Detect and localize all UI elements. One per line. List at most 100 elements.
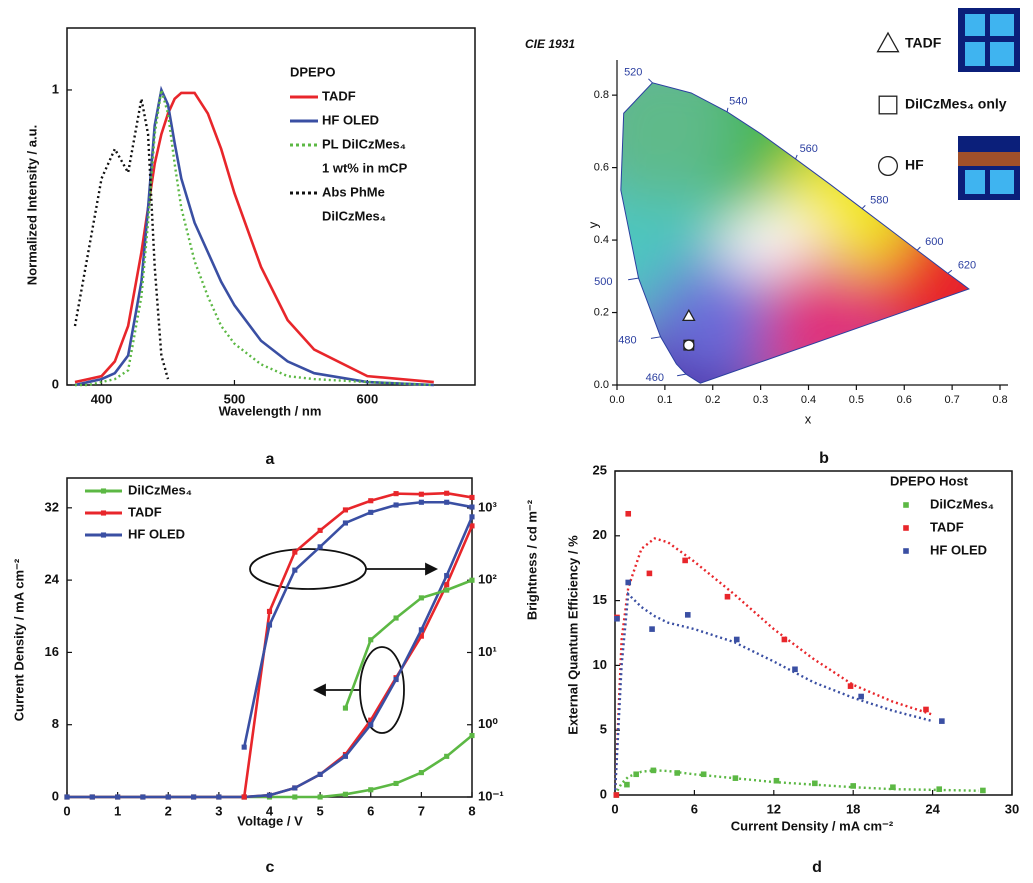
- legend-label: DiICzMes₄ only: [905, 96, 1007, 112]
- fit-line: [613, 769, 979, 796]
- plot-frame: [66, 27, 476, 386]
- legend-title: DPEPO Host: [890, 473, 969, 488]
- point: [469, 577, 475, 583]
- plot-frame: [614, 470, 1013, 796]
- point: [649, 626, 655, 632]
- point: [613, 792, 620, 798]
- point: [241, 794, 247, 800]
- annotation: [249, 548, 439, 734]
- panel-label: b: [819, 450, 829, 467]
- point: [368, 717, 374, 723]
- legend-label: TADF: [905, 35, 942, 51]
- y-tick-label: 5: [600, 722, 607, 737]
- point: [684, 612, 691, 618]
- wavelength-tick: [628, 277, 639, 281]
- point: [368, 722, 374, 728]
- legend-label: TADF: [322, 88, 356, 103]
- y-tick-label: 1: [52, 81, 59, 96]
- point: [317, 771, 323, 777]
- legend-marker: [100, 488, 107, 494]
- x-axis-label: x: [805, 411, 812, 426]
- series-line: [67, 525, 474, 799]
- point: [646, 570, 653, 577]
- point: [812, 780, 818, 787]
- wavelength-label: 600: [925, 236, 943, 248]
- legend-marker: [903, 502, 909, 508]
- point: [469, 494, 475, 500]
- series-line: [242, 500, 473, 748]
- point: [939, 718, 945, 724]
- y2-axis-label: Brightness / cd m⁻²: [524, 499, 539, 620]
- device-photo: [958, 136, 1020, 200]
- series-line: [74, 89, 434, 387]
- panel-label: c: [266, 859, 275, 876]
- panel: 0 1 2 3 4 5 6 7 8 0 8 16 24 32 10⁻¹ 10⁰ 10¹ 10² 10³ Voltage…: [11, 477, 539, 876]
- legend-marker: [903, 548, 909, 554]
- point: [850, 783, 856, 789]
- panel-label: a: [266, 451, 275, 468]
- y-axis-label: Normalized Intensity / a.u.: [24, 125, 39, 285]
- x-axis-label: Voltage / V: [237, 813, 303, 828]
- legend-label: HF OLED: [930, 542, 987, 557]
- legend-marker: [903, 525, 909, 531]
- point: [444, 582, 450, 588]
- legend-marker: [878, 95, 898, 115]
- point: [773, 777, 780, 784]
- point: [317, 794, 323, 800]
- point: [650, 767, 657, 774]
- point: [292, 567, 298, 573]
- point: [923, 706, 929, 713]
- fit-line: [613, 537, 933, 796]
- panel: 400 500 600 0 1 Wavelength / nm Normalized Int…: [24, 27, 476, 468]
- legend-label: HF OLED: [128, 526, 185, 541]
- y-tick-label: 0: [52, 376, 59, 391]
- point: [64, 794, 70, 800]
- x-tick-label: 6: [367, 803, 374, 818]
- y-tick-label: 0: [52, 788, 59, 803]
- y2-tick-label: 10³: [478, 499, 497, 514]
- point: [342, 791, 348, 797]
- x-tick-label: 500: [224, 391, 246, 406]
- point: [317, 544, 323, 550]
- x-tick-label: 6: [691, 801, 698, 816]
- y2-tick-label: 10¹: [478, 644, 497, 659]
- point: [781, 636, 788, 643]
- wavelength-tick: [677, 373, 687, 377]
- cie-color: [620, 82, 741, 205]
- point: [342, 705, 348, 711]
- x-axis-label: Current Density / mA cm⁻²: [731, 818, 894, 833]
- point: [624, 781, 630, 788]
- wavelength-tick: [795, 154, 798, 160]
- wavelength-tick: [650, 336, 661, 339]
- x-axis-label: Wavelength / nm: [219, 403, 322, 418]
- x-tick-label: 12: [767, 801, 781, 816]
- legend-label: TADF: [128, 504, 162, 519]
- point: [633, 771, 639, 778]
- point: [393, 491, 399, 497]
- point: [469, 504, 475, 510]
- legend-label: DiICzMes₄: [322, 208, 386, 223]
- wavelength-label: 560: [800, 143, 818, 155]
- x-tick-label: 0.6: [897, 394, 912, 406]
- y-tick-label: 0.8: [594, 89, 609, 101]
- x-tick-label: 24: [925, 801, 940, 816]
- point: [393, 780, 399, 787]
- legend-marker: [100, 532, 107, 538]
- legend-marker: [876, 31, 900, 53]
- point: [682, 557, 688, 564]
- point: [292, 794, 298, 800]
- y-tick-label: 20: [593, 527, 607, 542]
- point: [444, 587, 450, 593]
- x-tick-label: 2: [165, 803, 172, 818]
- series-line: [74, 85, 434, 387]
- wavelength-label: 500: [594, 276, 612, 288]
- cie-locus: [620, 82, 970, 384]
- legend-label: Abs PhMe: [322, 184, 385, 199]
- series-line: [344, 579, 473, 709]
- x-tick-label: 600: [357, 391, 379, 406]
- legend-title: DPEPO: [290, 64, 336, 79]
- y-tick-label: 16: [45, 644, 59, 659]
- chart-title: CIE 1931: [525, 37, 575, 51]
- y-tick-label: 0.2: [594, 306, 609, 318]
